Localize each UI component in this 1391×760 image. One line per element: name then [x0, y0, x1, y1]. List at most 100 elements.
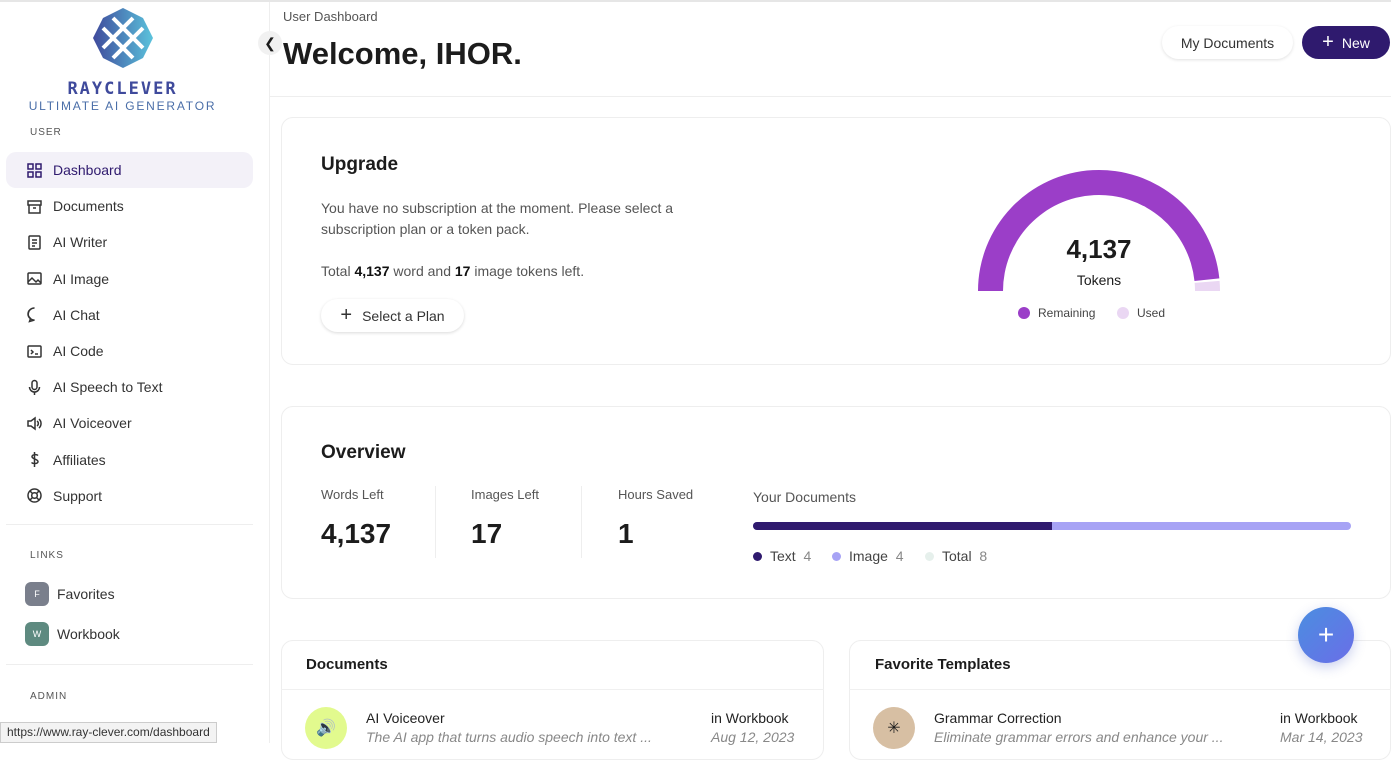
sidebar: RAYCLEVER ULTIMATE AI GENERATOR USER Das… [0, 2, 270, 743]
sidebar-item-label: AI Image [53, 270, 110, 287]
sidebar-item-ai-chat[interactable]: AI Chat [6, 297, 253, 333]
upgrade-text: You have no subscription at the moment. … [321, 200, 674, 237]
brand-name: RAYCLEVER [67, 79, 178, 99]
sidebar-item-dashboard[interactable]: Dashboard [6, 152, 253, 188]
sidebar-item-affiliates[interactable]: Affiliates [6, 442, 253, 478]
template-location: in Workbook [1280, 710, 1358, 726]
speaker-icon [27, 416, 42, 431]
select-plan-button[interactable]: + Select a Plan [321, 299, 464, 332]
plus-icon: + [1322, 31, 1334, 53]
sidebar-item-label: AI Voiceover [53, 415, 132, 432]
workbook-badge: W [25, 622, 49, 646]
document-icon [28, 235, 41, 250]
bar-text-segment [753, 522, 1052, 530]
link-label: Favorites [57, 586, 115, 602]
gauge-used-arc [1194, 280, 1220, 291]
image-icon [27, 272, 42, 285]
document-location: in Workbook [711, 710, 789, 726]
sidebar-item-label: Support [53, 487, 103, 504]
sidebar-item-ai-speech-to-text[interactable]: AI Speech to Text [6, 369, 253, 405]
section-admin: ADMIN [30, 691, 68, 702]
legend-remaining: Remaining [1018, 306, 1095, 320]
document-desc: The AI app that turns audio speech into … [366, 729, 652, 745]
terminal-icon [27, 344, 42, 358]
floating-add-button[interactable]: + [1298, 607, 1354, 663]
stat-label: Images Left [471, 487, 539, 502]
new-button[interactable]: + New [1302, 26, 1390, 59]
template-desc: Eliminate grammar errors and enhance you… [934, 729, 1224, 745]
my-documents-button[interactable]: My Documents [1162, 26, 1293, 59]
favorites-title: Favorite Templates [875, 656, 1011, 673]
gauge-remaining-arc [978, 169, 1220, 291]
documents-bar [753, 522, 1351, 530]
grammar-template-icon: ✳ [873, 707, 915, 749]
legend-used: Used [1117, 306, 1165, 320]
link-favorites[interactable]: F Favorites [25, 582, 115, 606]
stat-label: Hours Saved [618, 487, 694, 502]
sidebar-item-ai-voiceover[interactable]: AI Voiceover [6, 405, 253, 441]
document-date: Aug 12, 2023 [711, 729, 795, 745]
chat-icon [27, 307, 35, 323]
section-user: USER [30, 127, 62, 138]
breadcrumb: User Dashboard [283, 9, 378, 24]
header-divider [270, 96, 1391, 97]
stat-value: 17 [471, 518, 503, 549]
archive-icon [27, 199, 42, 214]
sidebar-item-documents[interactable]: Documents [6, 188, 253, 224]
template-title[interactable]: Grammar Correction [934, 710, 1062, 726]
dollar-icon [30, 452, 39, 468]
stat-value: 1 [618, 518, 634, 549]
tokens-gauge [978, 169, 1220, 291]
tokens-left-text: Total 4,137 word and 17 image tokens lef… [321, 263, 585, 279]
upgrade-title: Upgrade [321, 154, 399, 175]
chevron-left-icon: ❮ [264, 34, 276, 51]
page-title: Welcome, IHOR. [283, 36, 522, 71]
sidebar-item-label: Affiliates [53, 451, 106, 468]
grid-icon [27, 162, 42, 178]
sidebar-item-ai-image[interactable]: AI Image [6, 261, 253, 297]
your-documents-label: Your Documents [753, 489, 856, 505]
sidebar-item-label: AI Speech to Text [53, 379, 163, 396]
template-date: Mar 14, 2023 [1280, 729, 1363, 745]
sidebar-item-ai-writer[interactable]: AI Writer [6, 224, 253, 260]
collapse-sidebar-button[interactable]: ❮ [258, 31, 282, 55]
document-title[interactable]: AI Voiceover [366, 710, 445, 726]
favorite-templates-card [849, 640, 1391, 760]
sidebar-item-label: AI Writer [53, 234, 108, 251]
new-label: New [1341, 34, 1370, 51]
divider [581, 486, 582, 558]
logo[interactable]: RAYCLEVER ULTIMATE AI GENERATOR [0, 4, 245, 113]
overview-title: Overview [321, 442, 406, 463]
sidebar-item-label: AI Code [53, 343, 104, 359]
sidebar-item-label: AI Chat [53, 306, 100, 323]
legend-text: Text 4 [753, 548, 811, 564]
link-label: Workbook [57, 626, 120, 642]
plus-icon: + [340, 304, 353, 326]
divider [435, 486, 436, 558]
sidebar-item-label: Documents [53, 198, 124, 215]
link-workbook[interactable]: W Workbook [25, 622, 120, 646]
gauge-label: Tokens [1076, 272, 1122, 288]
documents-card [281, 640, 824, 760]
stat-label: Words Left [321, 487, 384, 502]
divider [6, 664, 253, 665]
voiceover-doc-icon: 🔊 [305, 707, 347, 749]
gauge-value: 4,137 [1066, 234, 1132, 264]
status-url: https://www.ray-clever.com/dashboard [0, 722, 217, 743]
divider [6, 524, 253, 525]
documents-title: Documents [306, 656, 388, 673]
overview-card [281, 406, 1391, 599]
brand-tagline: ULTIMATE AI GENERATOR [28, 99, 217, 113]
stat-value: 4,137 [321, 518, 392, 549]
favorites-badge: F [25, 582, 49, 606]
plus-icon: + [1317, 619, 1335, 650]
legend-total: Total 8 [925, 548, 987, 564]
microphone-icon [28, 379, 41, 395]
logo-mark-icon [92, 8, 153, 68]
sidebar-item-label: Dashboard [53, 162, 122, 178]
sidebar-item-support[interactable]: Support [6, 478, 253, 514]
legend-image: Image 4 [832, 548, 904, 564]
sidebar-item-ai-code[interactable]: AI Code [6, 333, 253, 369]
section-links: LINKS [30, 550, 64, 561]
select-plan-label: Select a Plan [362, 307, 445, 324]
